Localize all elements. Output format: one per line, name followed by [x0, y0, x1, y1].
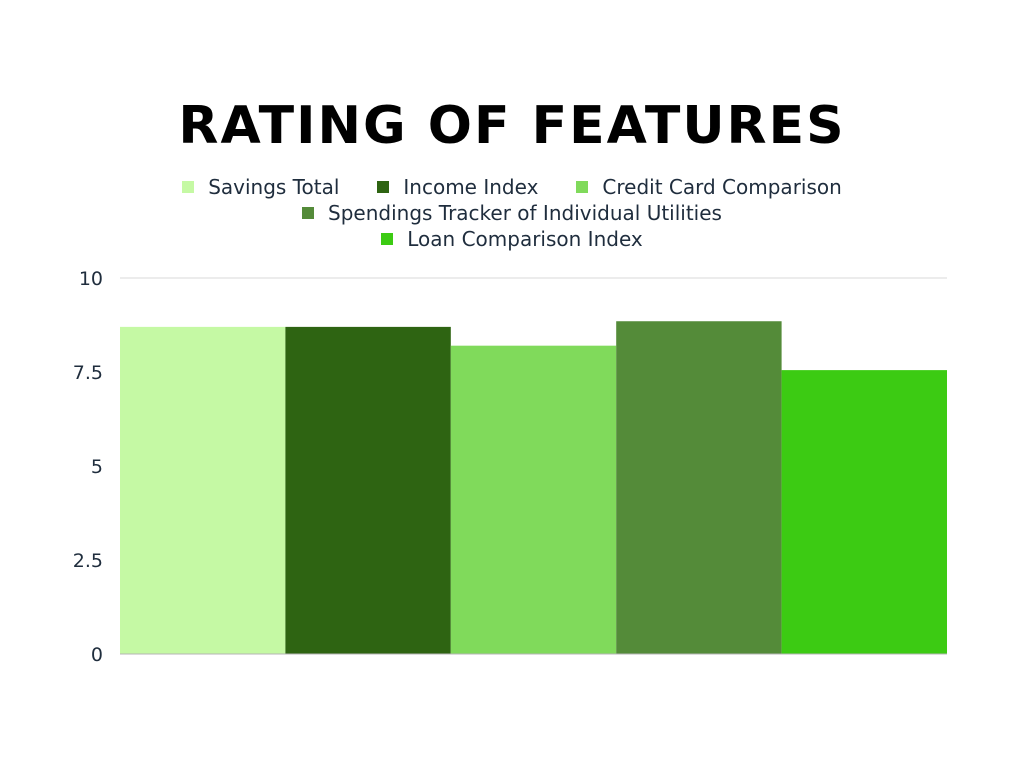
legend-label: Credit Card Comparison — [602, 175, 842, 199]
bar — [450, 345, 617, 654]
legend-label: Loan Comparison Index — [407, 227, 643, 251]
legend-swatch — [302, 207, 315, 219]
legend-swatch — [576, 181, 589, 193]
legend-label: Savings Total — [208, 175, 340, 199]
legend-row: Spendings Tracker of Individual Utilitie… — [0, 200, 1024, 226]
y-tick-label: 2.5 — [73, 550, 103, 572]
bar — [120, 326, 286, 654]
chart-title: RATING OF FEATURES — [178, 96, 846, 156]
y-tick-label: 10 — [79, 268, 103, 290]
y-tick-label: 7.5 — [73, 362, 103, 384]
chart-legend: Savings Total Income Index Credit Card C… — [0, 174, 1024, 252]
legend-swatch — [182, 181, 195, 193]
legend-swatch — [381, 233, 394, 245]
y-tick-label: 5 — [91, 456, 103, 478]
bar — [616, 321, 782, 654]
legend-item-credit-card-comparison: Credit Card Comparison — [576, 175, 842, 199]
legend-label: Income Index — [403, 175, 539, 199]
y-tick-label: 0 — [91, 644, 103, 666]
bar — [781, 370, 947, 654]
legend-row: Loan Comparison Index — [0, 226, 1024, 252]
bar — [285, 326, 451, 654]
legend-swatch — [377, 181, 390, 193]
legend-row: Savings Total Income Index Credit Card C… — [0, 174, 1024, 200]
legend-item-spendings-tracker: Spendings Tracker of Individual Utilitie… — [302, 201, 722, 225]
legend-item-loan-comparison-index: Loan Comparison Index — [381, 227, 643, 251]
legend-label: Spendings Tracker of Individual Utilitie… — [328, 201, 722, 225]
legend-item-income-index: Income Index — [377, 175, 538, 199]
legend-item-savings-total: Savings Total — [182, 175, 339, 199]
